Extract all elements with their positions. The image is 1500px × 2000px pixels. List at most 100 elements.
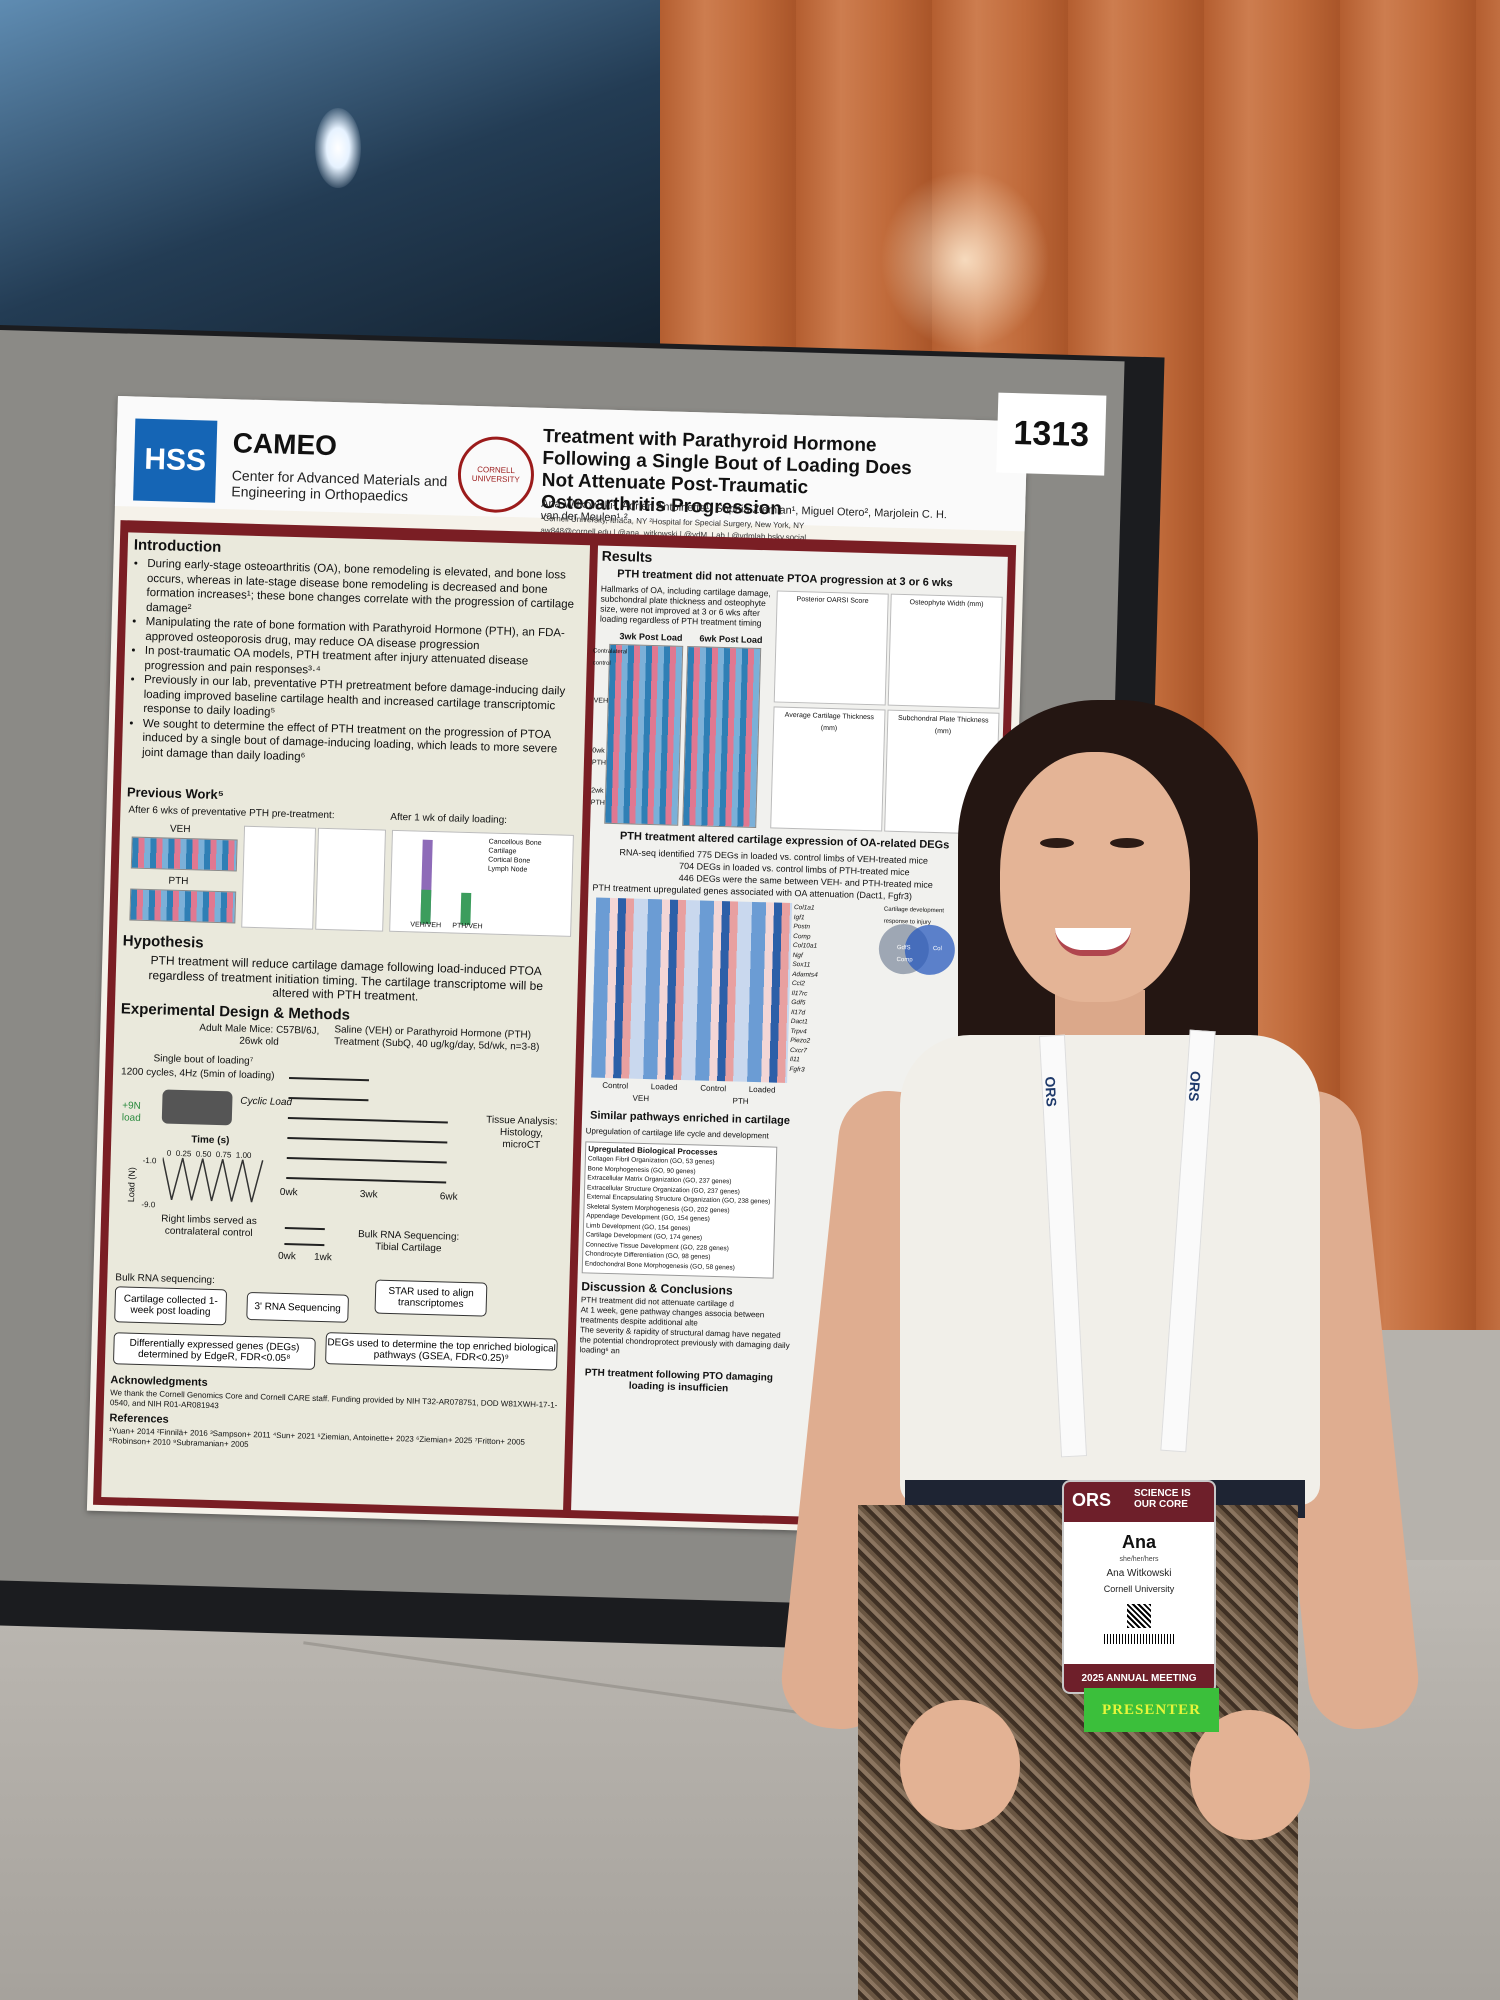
white-sleeveless-blouse (900, 1035, 1320, 1505)
timeline-bar (287, 1117, 448, 1124)
gene-list: Col1a1 Igf1 Postn Comp Col10a1 Ngf Sox11… (789, 903, 834, 1075)
badge-institution: Cornell University (1103, 1584, 1175, 1594)
introduction-text: During early-stage osteoarthritis (OA), … (128, 556, 581, 771)
gene-label: Il11 (789, 1056, 800, 1064)
discussion-heading: Discussion & Conclusions (581, 1279, 733, 1298)
mouse-leg-illustration (161, 1089, 233, 1126)
lanyard-text: ORS (1185, 1070, 1204, 1102)
heat-group: PTH (732, 1096, 749, 1106)
heat-x-label: Control (602, 1080, 629, 1091)
tissue-analysis-text: Tissue Analysis: Histology, microCT (486, 1114, 558, 1152)
left-eye (1040, 838, 1074, 848)
badge-slogan: SCIENCE IS OUR CORE (1134, 1488, 1191, 1510)
column-label: 3wk Post Load (619, 631, 683, 643)
plot-title: Osteophyte Width (mm) (909, 599, 984, 609)
veh-histology-image (130, 836, 238, 872)
timeline-tick: 3wk (359, 1189, 378, 1201)
cartilage-thickness-box-plot: Average Cartilage Thickness (mm) (770, 706, 886, 832)
face (1000, 752, 1190, 1002)
heat-x-label: Loaded (650, 1082, 678, 1092)
load-waveform (162, 1157, 264, 1203)
results-text: Upregulation of cartilage life cycle and… (585, 1126, 769, 1141)
pth-histology-image (129, 888, 237, 924)
references-heading: References (109, 1412, 169, 1426)
right-eye (1110, 838, 1144, 848)
preload-text: +9N load (121, 1100, 141, 1124)
gene-label: Dact1 (790, 1018, 808, 1026)
lanyard-text: ORS (1042, 1076, 1060, 1108)
previous-left-caption: After 6 wks of preventative PTH pre-trea… (128, 804, 335, 822)
gene-label: Fgfr3 (789, 1065, 805, 1073)
bulk-tick: 0wk (277, 1250, 296, 1263)
results-heading: Results (601, 547, 653, 565)
cameo-subtitle: Center for Advanced Materials and Engine… (231, 467, 448, 505)
mice-text: Adult Male Mice: C57Bl/6J, 26wk old (199, 1022, 320, 1048)
x-label: VEH/VEH (410, 921, 442, 930)
previous-right-caption: After 1 wk of daily loading: (390, 811, 508, 827)
flow-step: Cartilage collected 1-week post loading (114, 1286, 228, 1326)
bulk-seq-text: Bulk RNA Sequencing: Tibial Cartilage (357, 1229, 460, 1255)
row-label: VEH (593, 697, 609, 705)
heat-x-label: Loaded (748, 1084, 776, 1095)
row-label: 0wk PTH (591, 747, 607, 767)
badge-first-name: Ana (1121, 1532, 1156, 1552)
timeline-bar (288, 1077, 370, 1082)
plot-title: Posterior OARSI Score (796, 596, 869, 606)
methods-heading: Experimental Design & Methods (120, 1000, 351, 1024)
deg-legend: Cancellous Bone Cartilage Cortical Bone … (488, 838, 569, 876)
results-subheading: Similar pathways enriched in cartilage (589, 1109, 791, 1128)
gene-label: Col1a1 (793, 904, 815, 912)
poster-left-column: Introduction During early-stage osteoart… (101, 532, 591, 1510)
research-poster: HSS CAMEO Center for Advanced Materials … (86, 392, 1107, 1536)
gene-label: Col10a1 (792, 942, 818, 950)
cameo-title: CAMEO (232, 427, 338, 462)
poster-number: 1313 (1012, 413, 1090, 454)
plot-title: Subchondral Plate Thickness (mm) (897, 714, 989, 736)
qr-code-icon (1127, 1604, 1151, 1628)
oarsi-box-plot: Posterior OARSI Score (773, 590, 889, 706)
name-badge: ORS SCIENCE IS OUR CORE Ana she/her/hers… (1062, 1480, 1216, 1694)
pathway-list: Collagen Fibril Organization (GO, 53 gen… (585, 1154, 774, 1273)
load-tick: -9.0 (141, 1199, 156, 1210)
results-text: Hallmarks of OA, including cartilage dam… (599, 583, 771, 629)
pathway-table: Upregulated Biological Processes Collage… (581, 1141, 778, 1279)
heat-x-label: Control (700, 1083, 727, 1094)
badge-meeting: 2025 ANNUAL MEETING (1064, 1664, 1214, 1692)
discussion-text: PTH treatment did not attenuate cartilag… (579, 1295, 791, 1361)
hss-logo: HSS (133, 418, 218, 503)
pth-label: PTH (168, 875, 189, 888)
timeline-bar (286, 1177, 447, 1184)
gene-label: Sox11 (792, 961, 811, 969)
previous-work-heading: Previous Work⁵ (126, 784, 225, 803)
flow-step: DEGs used to determine the top enriched … (325, 1332, 558, 1371)
barcode-icon (1104, 1634, 1174, 1644)
row-label: Contralateral control (592, 648, 628, 667)
badge-header: ORS SCIENCE IS OUR CORE (1064, 1482, 1214, 1522)
bulk-rna-heading: Bulk RNA sequencing: (115, 1272, 216, 1287)
bulk-tick: 1wk (313, 1251, 332, 1264)
gene-label: Postn (793, 923, 811, 931)
venn-label: GdfS Comp (896, 944, 913, 964)
timeline-tick: 0wk (279, 1186, 298, 1199)
smile (1055, 928, 1131, 956)
hypothesis-heading: Hypothesis (122, 932, 204, 952)
left-hand (900, 1700, 1020, 1830)
gene-label: Piezo2 (790, 1037, 811, 1045)
timeline-bar (286, 1157, 447, 1164)
flow-step: STAR used to align transcriptomes (374, 1279, 488, 1317)
hypothesis-text: PTH treatment will reduce cartilage dama… (148, 953, 544, 1004)
oarsi-score-plot (315, 827, 386, 932)
bulk-timeline-bar (284, 1242, 325, 1247)
load-axis-label: Load (N) (126, 1167, 137, 1203)
column-label: 6wk Post Load (699, 633, 763, 646)
osteophyte-box-plot: Osteophyte Width (mm) (887, 593, 1003, 709)
discussion-bullet: The severity & rapidity of structural da… (579, 1325, 790, 1356)
badge-pronouns: she/her/hers (1119, 1556, 1159, 1563)
veh-label: VEH (169, 823, 191, 836)
treatment-text: Saline (VEH) or Parathyroid Hormone (PTH… (333, 1024, 540, 1054)
gene-label: Ccl2 (791, 980, 805, 988)
badge-full-name: Ana Witkowski (1106, 1568, 1172, 1579)
cornell-seal-icon: CORNELL UNIVERSITY (456, 435, 535, 514)
deg-count-plot: Cancellous Bone Cartilage Cortical Bone … (389, 829, 574, 937)
acknowledgments-text: We thank the Cornell Genomics Core and C… (109, 1388, 558, 1411)
